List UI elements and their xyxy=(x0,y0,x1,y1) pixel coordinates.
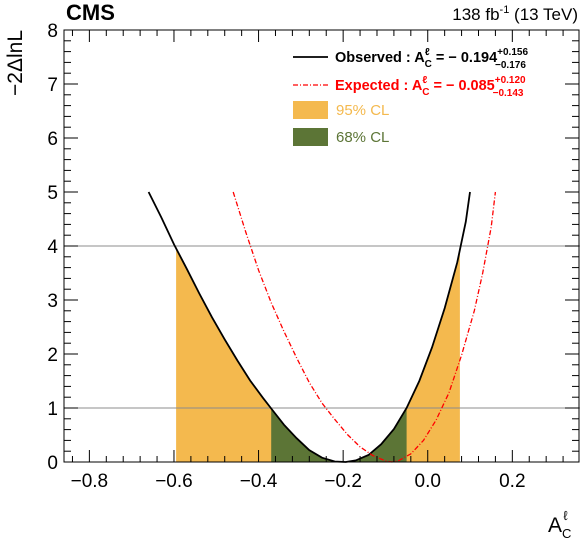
y-tick-label: 8 xyxy=(47,21,58,42)
reference-lines xyxy=(64,245,580,409)
curve-expected xyxy=(232,191,497,463)
curve-observed xyxy=(147,191,471,463)
legend-label: Observed : Aℓ C = − 0.194+0.156 −0.176 xyxy=(335,47,528,71)
y-tick-label: 3 xyxy=(47,291,58,312)
tick-labels: −0.8 −0.6 −0.4 −0.2 0.0 0.2 0 1 2 3 4 5 6 7 8 xyxy=(47,21,525,492)
band-68cl xyxy=(271,408,407,462)
legend-entry: Observed : Aℓ C = − 0.194+0.156 −0.176 xyxy=(293,47,528,71)
experiment-label: CMS xyxy=(66,0,115,25)
luminosity-label: 138 fb-1 (13 TeV) xyxy=(452,4,578,24)
y-tick-label: 4 xyxy=(47,237,58,258)
y-tick-label: 7 xyxy=(47,75,58,96)
y-tick-label: 2 xyxy=(47,345,58,366)
legend-label: 95% CL xyxy=(336,102,389,119)
y-tick-label: 6 xyxy=(47,129,58,150)
x-tick-label: 0.2 xyxy=(499,471,525,492)
legend-entry: 95% CL xyxy=(293,101,389,119)
axis-ticks xyxy=(64,29,579,463)
x-tick-label: −0.6 xyxy=(155,471,193,492)
y-tick-label: 1 xyxy=(47,399,58,420)
y-tick-label: 5 xyxy=(47,183,58,204)
legend-label: 68% CL xyxy=(336,129,389,146)
curves xyxy=(147,191,497,463)
legend-entry: Expected : Aℓ C = − 0.085+0.120 −0.143 xyxy=(293,75,526,99)
legend-entry: 68% CL xyxy=(293,128,389,146)
band-95cl xyxy=(176,248,460,462)
x-axis-title: ACℓ xyxy=(548,508,571,539)
legend-box-swatch xyxy=(293,128,328,146)
confidence-bands xyxy=(176,248,460,462)
x-tick-label: 0.0 xyxy=(415,471,441,492)
x-tick-label: −0.8 xyxy=(71,471,109,492)
x-tick-label: −0.4 xyxy=(240,471,278,492)
legend: Observed : Aℓ C = − 0.194+0.156 −0.176 Expe… xyxy=(293,47,528,146)
y-axis-title: −2ΔlnL xyxy=(4,30,27,96)
y-tick-label: 0 xyxy=(47,453,58,474)
x-tick-label: −0.2 xyxy=(324,471,362,492)
legend-box-swatch xyxy=(293,101,328,119)
legend-label: Expected : Aℓ C = − 0.085+0.120 −0.143 xyxy=(335,75,526,99)
